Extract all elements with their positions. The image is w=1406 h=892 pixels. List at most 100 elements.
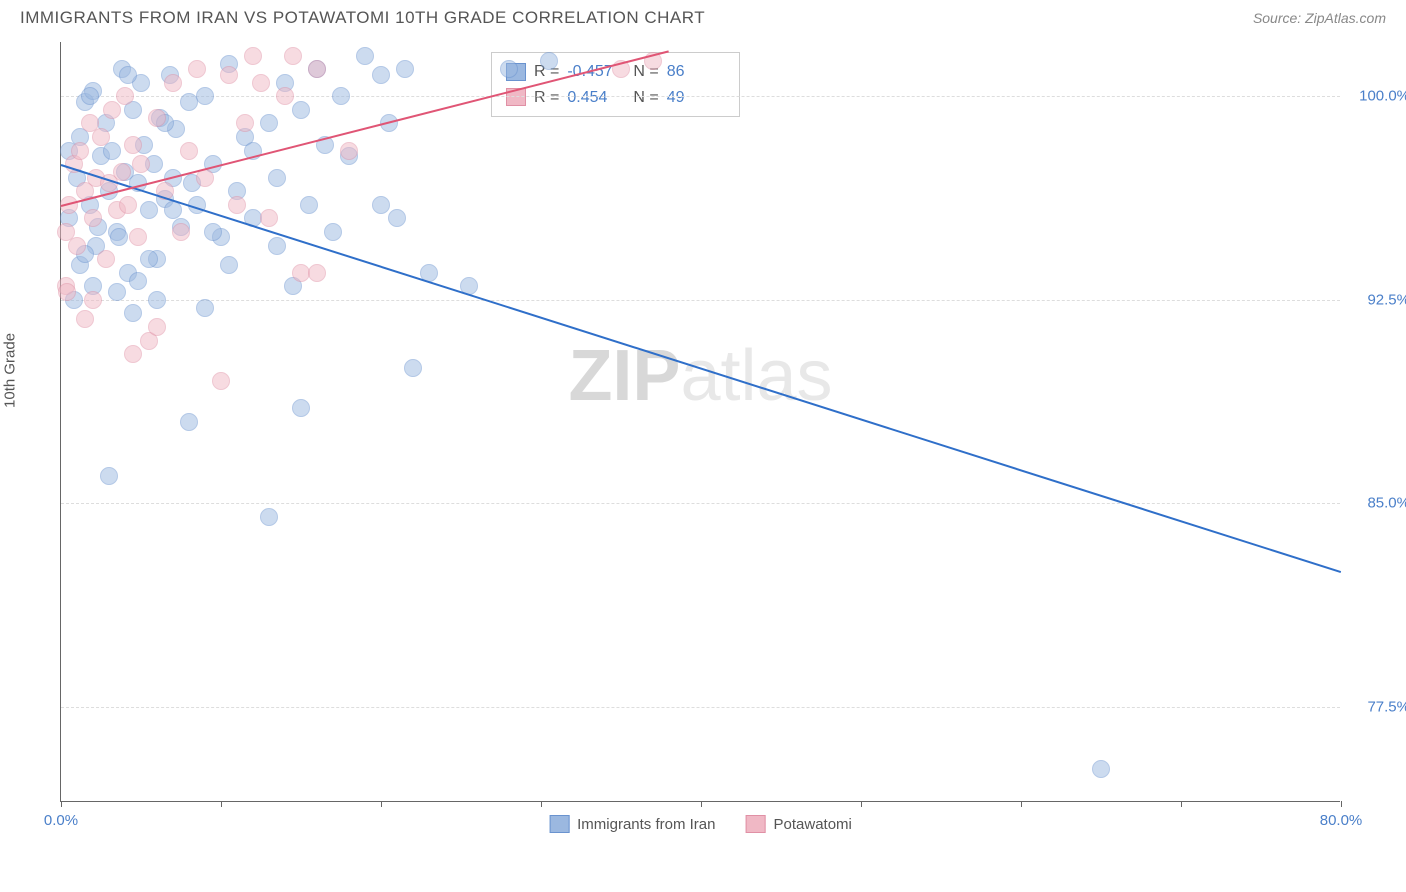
scatter-point [116, 87, 134, 105]
scatter-point [268, 169, 286, 187]
scatter-point [356, 47, 374, 65]
x-tick-label: 0.0% [44, 812, 78, 829]
scatter-point [110, 228, 128, 246]
x-tick [1181, 801, 1182, 807]
scatter-point [148, 109, 166, 127]
header: IMMIGRANTS FROM IRAN VS POTAWATOMI 10TH … [0, 0, 1406, 32]
y-tick-label: 77.5% [1367, 699, 1406, 716]
scatter-point [244, 47, 262, 65]
scatter-point [124, 345, 142, 363]
scatter-point [129, 228, 147, 246]
scatter-point [1092, 760, 1110, 778]
scatter-point [324, 223, 342, 241]
source-label: Source: ZipAtlas.com [1253, 10, 1386, 26]
grid-line [61, 96, 1340, 97]
legend-r-label: R = [534, 85, 559, 111]
trend-line [61, 50, 669, 207]
scatter-point [188, 60, 206, 78]
scatter-point [284, 47, 302, 65]
scatter-point [71, 142, 89, 160]
scatter-point [172, 223, 190, 241]
scatter-point [97, 250, 115, 268]
scatter-point [540, 52, 558, 70]
scatter-point [500, 60, 518, 78]
scatter-point [228, 196, 246, 214]
scatter-point [212, 372, 230, 390]
scatter-point [76, 310, 94, 328]
scatter-point [68, 237, 86, 255]
scatter-point [260, 209, 278, 227]
scatter-point [119, 196, 137, 214]
scatter-point [196, 87, 214, 105]
scatter-point [148, 318, 166, 336]
x-tick [861, 801, 862, 807]
x-tick [381, 801, 382, 807]
scatter-point [180, 142, 198, 160]
scatter-point [388, 209, 406, 227]
scatter-point [84, 291, 102, 309]
scatter-point [292, 101, 310, 119]
scatter-point [292, 399, 310, 417]
y-axis-label: 10th Grade [2, 333, 19, 408]
scatter-point [119, 66, 137, 84]
x-tick [221, 801, 222, 807]
bottom-legend: Immigrants from Iran Potawatomi [549, 815, 852, 833]
watermark: ZIPatlas [568, 335, 832, 417]
scatter-point [252, 74, 270, 92]
scatter-point [84, 209, 102, 227]
bottom-legend-label: Immigrants from Iran [577, 816, 715, 833]
scatter-point [196, 299, 214, 317]
scatter-point [140, 250, 158, 268]
scatter-point [180, 413, 198, 431]
legend-r-value: 0.454 [567, 85, 625, 111]
y-tick-label: 100.0% [1359, 88, 1406, 105]
chart-title: IMMIGRANTS FROM IRAN VS POTAWATOMI 10TH … [20, 8, 705, 28]
scatter-point [276, 87, 294, 105]
scatter-point [268, 237, 286, 255]
legend-n-label: N = [633, 85, 658, 111]
y-tick-label: 92.5% [1367, 291, 1406, 308]
scatter-point [58, 283, 76, 301]
watermark-bold: ZIP [568, 336, 680, 416]
grid-line [61, 300, 1340, 301]
bottom-legend-label: Potawatomi [774, 816, 852, 833]
scatter-point [396, 60, 414, 78]
scatter-point [81, 87, 99, 105]
scatter-point [103, 101, 121, 119]
scatter-point [108, 283, 126, 301]
scatter-point [124, 136, 142, 154]
grid-line [61, 503, 1340, 504]
chart-container: 10th Grade ZIPatlas R =-0.457N =86R =0.4… [20, 32, 1386, 842]
scatter-point [300, 196, 318, 214]
scatter-point [92, 128, 110, 146]
x-tick [701, 801, 702, 807]
scatter-point [220, 256, 238, 274]
x-tick [61, 801, 62, 807]
bottom-legend-item: Potawatomi [746, 815, 852, 833]
scatter-point [140, 201, 158, 219]
scatter-point [308, 264, 326, 282]
scatter-point [372, 66, 390, 84]
scatter-point [404, 359, 422, 377]
scatter-point [100, 467, 118, 485]
plot-area: ZIPatlas R =-0.457N =86R =0.454N =49 Imm… [60, 42, 1340, 802]
scatter-point [164, 74, 182, 92]
scatter-point [332, 87, 350, 105]
legend-swatch [549, 815, 569, 833]
scatter-point [220, 66, 238, 84]
scatter-point [204, 223, 222, 241]
bottom-legend-item: Immigrants from Iran [549, 815, 715, 833]
scatter-point [308, 60, 326, 78]
legend-n-value: 49 [667, 85, 725, 111]
scatter-point [260, 508, 278, 526]
scatter-point [132, 155, 150, 173]
scatter-point [129, 272, 147, 290]
x-tick [541, 801, 542, 807]
scatter-point [124, 304, 142, 322]
legend-n-value: 86 [667, 59, 725, 85]
scatter-point [260, 114, 278, 132]
x-tick [1021, 801, 1022, 807]
scatter-point [148, 291, 166, 309]
legend-row: R = 0.454 N = 49 [506, 85, 725, 111]
scatter-point [340, 142, 358, 160]
